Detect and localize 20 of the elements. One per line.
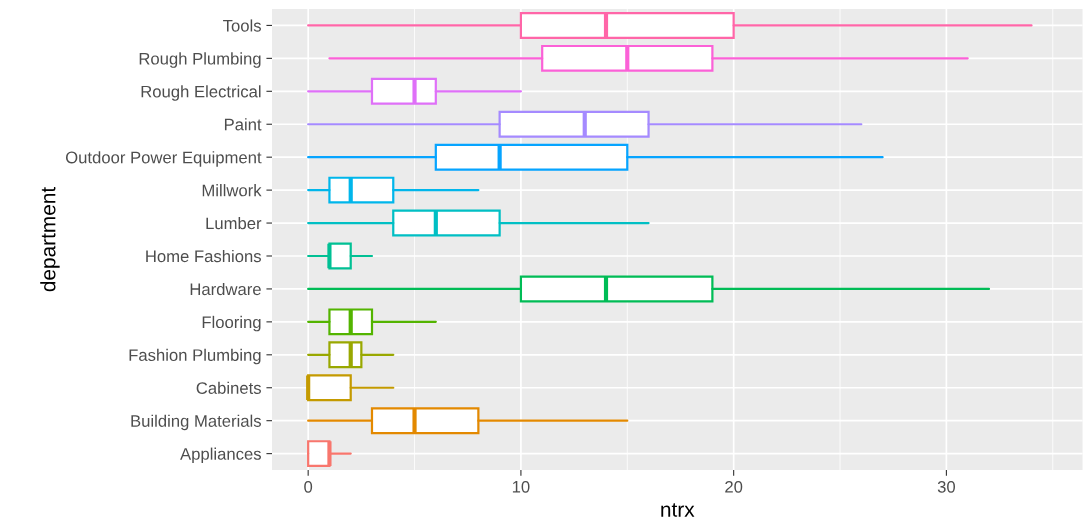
y-tick-label: Tools: [223, 19, 261, 32]
y-tick-label: Appliances: [180, 447, 261, 464]
y-axis-title: department: [40, 186, 60, 292]
y-tick-label: Building Materials: [131, 414, 261, 431]
x-tick-label: 10: [512, 480, 530, 493]
y-tick-label: Cabinets: [196, 381, 261, 394]
y-tick-label: Lumber: [206, 217, 262, 230]
y-tick-label: Outdoor Power Equipment: [65, 151, 262, 167]
y-tick-label: Rough Plumbing: [139, 52, 261, 68]
y-tick-label: Millwork: [202, 184, 262, 197]
x-tick-label: 30: [937, 480, 956, 493]
x-tick-label: 20: [725, 480, 743, 493]
y-tick-label: Flooring: [202, 315, 261, 332]
y-tick-label: Hardware: [190, 282, 261, 296]
x-axis-title: ntrx: [661, 503, 695, 517]
y-tick-label: Rough Electrical: [141, 85, 261, 101]
x-tick-label: 0: [304, 480, 313, 493]
y-tick-label: Home Fashions: [146, 249, 261, 263]
y-tick-label: Fashion Plumbing: [129, 348, 261, 365]
y-tick-label: Paint: [224, 118, 262, 131]
